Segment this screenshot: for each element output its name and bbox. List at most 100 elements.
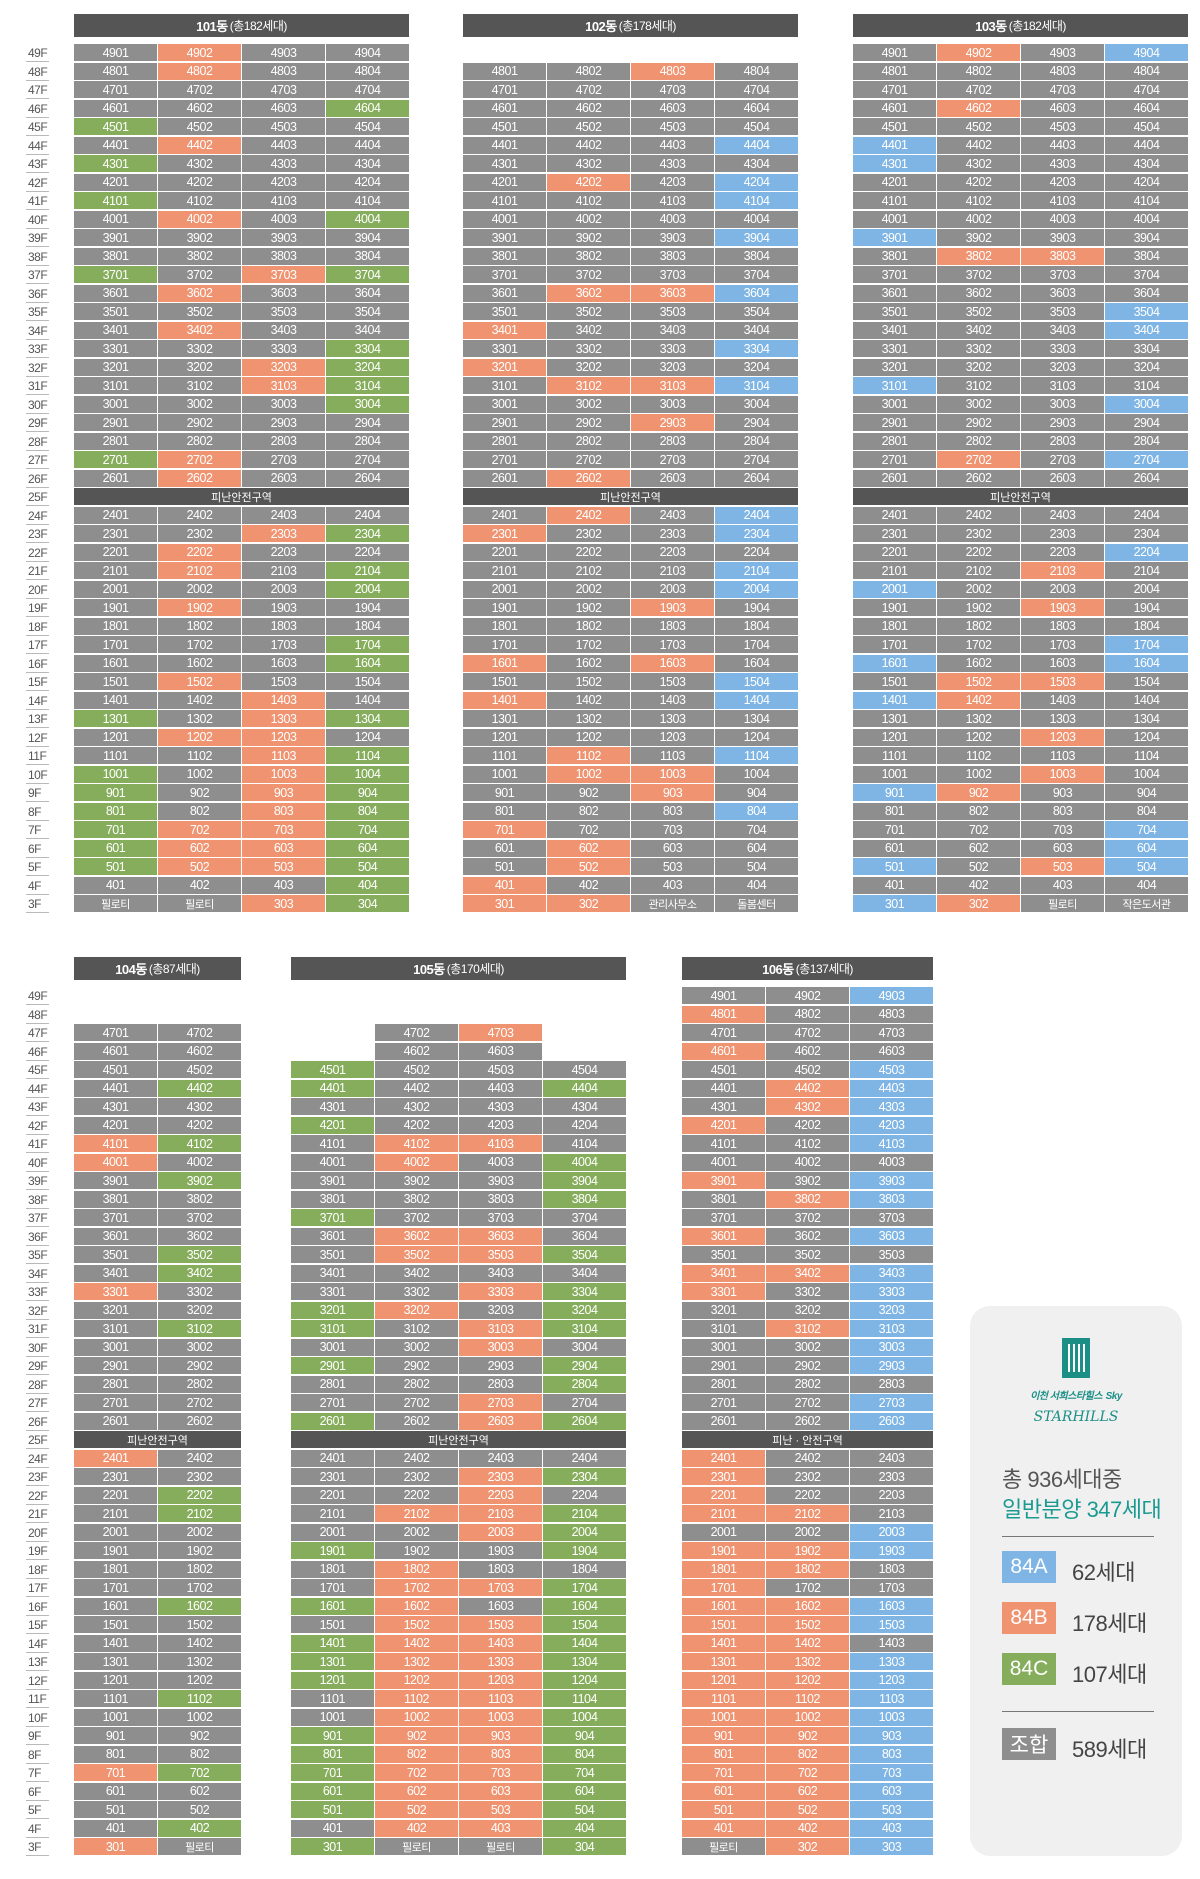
unit-cell: 504	[715, 858, 798, 875]
floor-label: 29F	[16, 1357, 49, 1375]
unit-cell: 3602	[766, 1227, 849, 1245]
unit-cell: 1904	[326, 599, 409, 616]
unit-cell: 3602	[158, 284, 241, 302]
unit-cell: 1702	[766, 1579, 849, 1596]
facility-cell: 필로티	[158, 1838, 241, 1855]
unit-cell: 3701	[463, 266, 546, 283]
unit-cell: 1903	[631, 599, 714, 616]
floor-label: 16F	[16, 1598, 49, 1616]
unit-cell: 1504	[543, 1616, 626, 1633]
floor-label: 46F	[16, 100, 49, 118]
floor-label: 35F	[16, 303, 49, 321]
unit-cell: 1601	[682, 1597, 765, 1615]
unit-cell: 2101	[291, 1505, 374, 1522]
floor-label: 44F	[16, 137, 49, 155]
unit-cell: 4401	[291, 1079, 374, 1097]
unit-cell: 904	[543, 1727, 626, 1744]
unit-cell: 2402	[158, 506, 241, 524]
unit-cell: 4501	[463, 118, 546, 135]
unit-cell: 1603	[631, 654, 714, 672]
unit-cell: 3603	[459, 1227, 542, 1245]
unit-cell: 3402	[766, 1264, 849, 1282]
unit-cell: 4004	[1105, 210, 1188, 228]
unit-cell: 4601	[853, 99, 936, 117]
unit-cell: 301	[853, 895, 936, 912]
unit-cell: 2401	[463, 506, 546, 524]
unit-cell: 1502	[375, 1616, 458, 1633]
unit-cell: 2404	[715, 506, 798, 524]
unit-cell: 4003	[1021, 210, 1104, 228]
unit-cell: 802	[937, 802, 1020, 820]
unit-cell: 1803	[242, 617, 325, 635]
unit-cell: 903	[631, 784, 714, 801]
legend-panel: 이천 서희스타힐스 Sky STARHILLS 총 936세대중 일반분양 34…	[970, 1306, 1182, 1856]
unit-cell: 2302	[158, 525, 241, 542]
unit-cell: 2004	[715, 580, 798, 598]
unit-cell: 702	[937, 821, 1020, 838]
unit-cell: 3403	[242, 321, 325, 339]
unit-cell: 4004	[543, 1153, 626, 1171]
floor-label: 18F	[16, 618, 49, 636]
unit-cell: 2901	[74, 1357, 157, 1374]
unit-cell: 4202	[158, 173, 241, 191]
unit-cell: 2004	[1105, 580, 1188, 598]
unit-cell: 3004	[1105, 395, 1188, 413]
unit-cell: 1402	[766, 1634, 849, 1652]
unit-cell: 1502	[547, 673, 630, 690]
unit-cell: 1603	[242, 654, 325, 672]
unit-cell: 1101	[853, 747, 936, 764]
floor-label: 13F	[16, 710, 49, 728]
unit-cell: 4701	[682, 1024, 765, 1041]
unit-cell: 2204	[543, 1486, 626, 1504]
unit-cell: 4201	[74, 173, 157, 191]
facility-cell: 필로티	[459, 1838, 542, 1855]
unit-cell: 2903	[850, 1357, 933, 1374]
unit-cell: 4204	[1105, 173, 1188, 191]
floor-label: 21F	[16, 562, 49, 580]
unit-cell: 3504	[1105, 303, 1188, 320]
unit-cell: 1601	[74, 654, 157, 672]
unit-cell: 3004	[543, 1338, 626, 1356]
unit-cell: 1504	[1105, 673, 1188, 690]
unit-cell: 3402	[158, 321, 241, 339]
unit-cell: 901	[682, 1727, 765, 1744]
floor-label: 34F	[16, 1265, 49, 1283]
unit-cell: 601	[74, 1782, 157, 1800]
unit-cell: 2001	[463, 580, 546, 598]
unit-cell: 1602	[375, 1597, 458, 1615]
unit-cell: 2602	[547, 469, 630, 487]
legend-divider	[1002, 1711, 1154, 1712]
unit-cell: 1102	[766, 1690, 849, 1707]
unit-cell: 1101	[463, 747, 546, 764]
unit-cell: 3403	[850, 1264, 933, 1282]
unit-cell: 1402	[547, 691, 630, 709]
unit-cell: 4902	[766, 987, 849, 1004]
floor-label: 8F	[16, 1746, 49, 1764]
unit-cell: 4402	[158, 1079, 241, 1097]
floor-label: 32F	[16, 1302, 49, 1320]
floor-label: 12F	[16, 1672, 49, 1690]
unit-cell: 4902	[937, 44, 1020, 61]
unit-cell: 1303	[242, 710, 325, 727]
unit-cell: 1902	[937, 599, 1020, 616]
unit-cell: 1902	[547, 599, 630, 616]
unit-cell: 2102	[547, 562, 630, 579]
unit-cell: 3302	[547, 340, 630, 357]
unit-cell: 3301	[463, 340, 546, 357]
unit-cell: 1802	[158, 1560, 241, 1578]
unit-cell: 3504	[543, 1246, 626, 1263]
unit-cell: 2902	[766, 1357, 849, 1374]
unit-cell: 3101	[74, 377, 157, 394]
unit-cell: 3401	[291, 1264, 374, 1282]
facility-cell: 필로티	[682, 1838, 765, 1855]
unit-cell: 3201	[463, 358, 546, 376]
refuge-zone-row: 피난안전구역	[74, 488, 409, 505]
unit-cell: 4803	[850, 1005, 933, 1023]
unit-cell: 4602	[158, 1042, 241, 1060]
unit-cell: 402	[547, 876, 630, 894]
unit-cell: 4503	[1021, 118, 1104, 135]
unit-cell: 3902	[937, 229, 1020, 246]
unit-cell: 1402	[158, 1634, 241, 1652]
unit-cell: 1701	[853, 636, 936, 653]
unit-cell: 401	[682, 1819, 765, 1837]
